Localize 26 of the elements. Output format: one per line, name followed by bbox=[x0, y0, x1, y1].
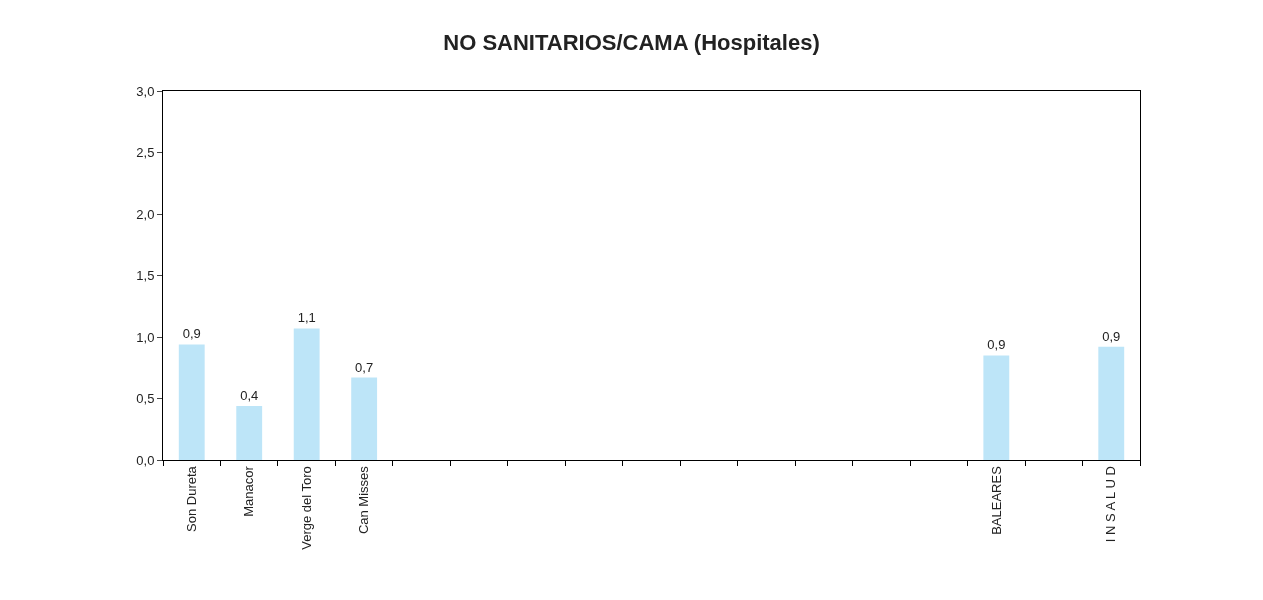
x-tick-label: I N S A L U D bbox=[1103, 466, 1119, 543]
y-tick-label: 2,0 bbox=[136, 206, 155, 222]
x-tick-label: Can Misses bbox=[356, 465, 372, 535]
x-tick-label: Son Dureta bbox=[183, 465, 199, 532]
data-label: 0,9 bbox=[1102, 328, 1121, 344]
y-tick-label: 3,0 bbox=[136, 83, 155, 99]
y-tick-label: 0,5 bbox=[136, 391, 155, 407]
bar bbox=[351, 377, 378, 460]
data-label: 0,7 bbox=[355, 359, 374, 375]
chart-title: NO SANITARIOS/CAMA (Hospitales) bbox=[443, 29, 820, 55]
data-label: 0,9 bbox=[182, 326, 201, 342]
x-tick-label: Verge del Toro bbox=[298, 466, 314, 550]
y-tick-label: 2,5 bbox=[136, 145, 155, 161]
data-label: 0,4 bbox=[240, 387, 259, 403]
bar bbox=[178, 344, 205, 460]
x-tick-label: BALEARES bbox=[988, 465, 1004, 535]
bar bbox=[1098, 346, 1125, 460]
y-tick-label: 1,0 bbox=[136, 329, 155, 345]
bar bbox=[236, 405, 263, 460]
bar bbox=[293, 328, 320, 460]
bar bbox=[983, 355, 1010, 460]
data-label: 1,1 bbox=[297, 310, 316, 326]
x-tick-label: Manacor bbox=[241, 465, 257, 517]
y-tick-label: 1,5 bbox=[136, 268, 155, 284]
y-tick-label: 0,0 bbox=[136, 452, 155, 468]
data-label: 0,9 bbox=[987, 337, 1006, 353]
